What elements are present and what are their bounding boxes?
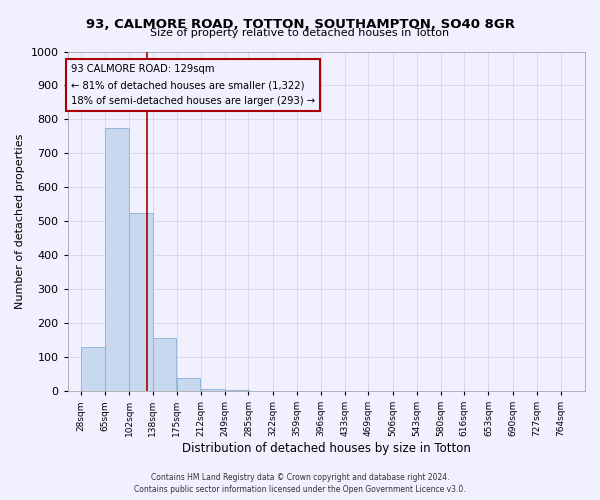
Bar [177,378,200,391]
Bar [106,128,129,391]
Bar [153,338,176,391]
Text: Size of property relative to detached houses in Totton: Size of property relative to detached ho… [151,28,449,38]
Bar [130,213,153,391]
Bar [81,347,104,391]
Y-axis label: Number of detached properties: Number of detached properties [15,134,25,309]
Bar [226,390,249,391]
X-axis label: Distribution of detached houses by size in Totton: Distribution of detached houses by size … [182,442,471,455]
Text: 93, CALMORE ROAD, TOTTON, SOUTHAMPTON, SO40 8GR: 93, CALMORE ROAD, TOTTON, SOUTHAMPTON, S… [86,18,515,30]
Bar [201,390,224,391]
Text: 93 CALMORE ROAD: 129sqm
← 81% of detached houses are smaller (1,322)
18% of semi: 93 CALMORE ROAD: 129sqm ← 81% of detache… [71,64,316,106]
Text: Contains HM Land Registry data © Crown copyright and database right 2024.
Contai: Contains HM Land Registry data © Crown c… [134,472,466,494]
